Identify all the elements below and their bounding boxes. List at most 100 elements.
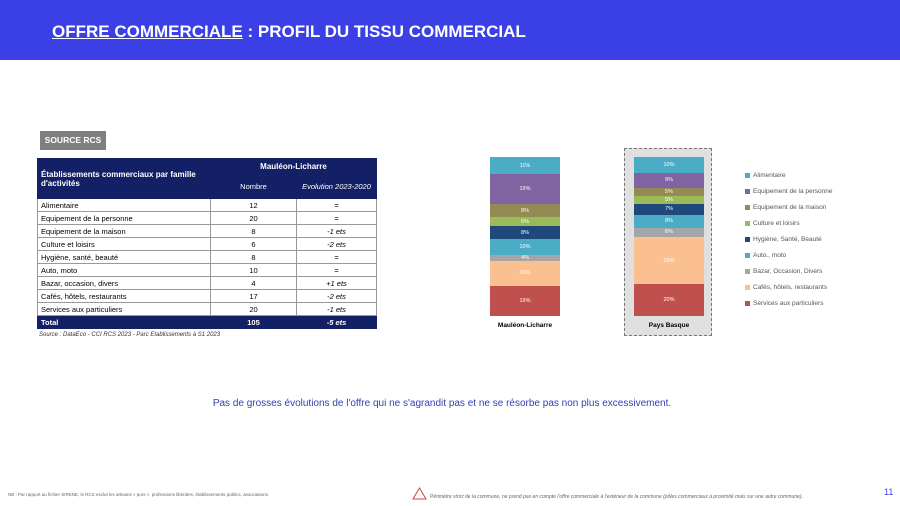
row-count: 4 [210,276,297,290]
bar-mauleon: 11% 19% 8% 6% 8% 10% 4% 16% 19% [490,157,560,316]
legend-item: Cafés, hôtels, restaurants [745,279,833,295]
bar-segment: 11% [490,157,560,175]
bar-segment: 5% [634,187,704,196]
table-row: Alimentaire 12 = [37,198,377,212]
legend: Alimentaire Equipement de la personne Equi… [745,167,833,311]
legend-item: Auto., moto [745,247,833,263]
row-header: Établissements commerciaux par famille d… [37,158,211,199]
bar-segment: 8% [490,204,560,217]
row-count: 8 [210,224,297,238]
row-label: Cafés, hôtels, restaurants [37,289,211,303]
row-count: 20 [210,211,297,225]
row-count: 8 [210,250,297,264]
legend-label: Alimentaire [753,171,786,179]
row-label: Equipement de la personne [37,211,211,225]
row-evolution: -2 ets [296,289,377,303]
bar-segment: 29% [634,237,704,284]
bar-segment: 16% [490,260,560,287]
row-evolution: -5 ets [296,315,377,329]
title-rest: : PROFIL DU TISSU COMMERCIAL [242,22,526,41]
bar-segment: 19% [490,286,560,316]
row-label: Auto, moto [37,263,211,277]
legend-swatch [745,268,750,274]
table-row: Equipement de la maison 8 -1 ets [37,224,377,238]
legend-label: Culture et loisirs [753,219,800,227]
legend-item: Equipement de la maison [745,199,833,215]
bar-segment: 6% [634,227,704,238]
legend-swatch [745,236,750,242]
row-evolution: -1 ets [296,224,377,238]
warning-icon [412,487,427,500]
table-row: Bazar, occasion, divers 4 +1 ets [37,276,377,290]
bar-segment: 4% [490,254,560,261]
bar-segment: 10% [490,238,560,255]
key-message: Pas de grosses évolutions de l'offre qui… [212,398,672,409]
legend-label: Hygiène, Santé, Beauté [753,235,822,243]
row-label: Hygiène, santé, beauté [37,250,211,264]
bar-segment: 6% [490,216,560,227]
row-count: 105 [210,315,297,329]
legend-label: Bazar, Occasion, Divers [753,267,823,275]
row-evolution: = [296,211,377,225]
table-row: Auto, moto 10 = [37,263,377,277]
bar-pays-basque: 10% 9% 5% 5% 7% 8% 6% 29% 20% [634,157,704,316]
row-count: 17 [210,289,297,303]
col-evolution: Evolution 2023-2020 [296,174,377,199]
table-row: Equipement de la personne 20 = [37,211,377,225]
bar-segment: 10% [634,157,704,174]
row-evolution: -1 ets [296,302,377,316]
row-evolution: = [296,198,377,212]
legend-swatch [745,188,750,194]
legend-label: Cafés, hôtels, restaurants [753,283,828,291]
x-label-mauleon: Mauléon-Licharre [497,322,553,329]
total-row: Total 105 -5 ets [37,315,377,329]
legend-swatch [745,252,750,258]
header-band [0,0,900,60]
row-count: 10 [210,263,297,277]
row-label: Bazar, occasion, divers [37,276,211,290]
row-evolution: = [296,263,377,277]
bar-segment: 19% [490,174,560,205]
establishments-table: Établissements commerciaux par famille d… [37,158,377,329]
table-row: Services aux particuliers 20 -1 ets [37,302,377,316]
legend-label: Auto., moto [753,251,787,259]
legend-item: Bazar, Occasion, Divers [745,263,833,279]
bar-segment: 7% [634,203,704,215]
source-badge: SOURCE RCS [40,131,106,150]
legend-swatch [745,172,750,178]
legend-item: Hygiène, Santé, Beauté [745,231,833,247]
row-count: 6 [210,237,297,251]
legend-label: Equipement de la maison [753,203,827,211]
table-row: Hygiène, santé, beauté 8 = [37,250,377,264]
legend-item: Culture et loisirs [745,215,833,231]
row-evolution: -2 ets [296,237,377,251]
row-count: 12 [210,198,297,212]
legend-item: Alimentaire [745,167,833,183]
x-label-pays-basque: Pays Basque [648,322,690,329]
legend-item: Equipement de la personne [745,183,833,199]
legend-swatch [745,204,750,210]
bar-segment: 8% [634,214,704,228]
row-label: Services aux particuliers [37,302,211,316]
legend-swatch [745,284,750,290]
bar-segment: 8% [490,226,560,239]
bar-segment: 5% [634,195,704,204]
row-label: Equipement de la maison [37,224,211,238]
title-underlined: OFFRE COMMERCIALE [52,22,243,41]
row-evolution: +1 ets [296,276,377,290]
row-count: 20 [210,302,297,316]
warning-text: Périmètre strict de la commune, ne prend… [430,494,803,500]
table-row: Cafés, hôtels, restaurants 17 -2 ets [37,289,377,303]
page-title: OFFRE COMMERCIALE : PROFIL DU TISSU COMM… [52,22,526,42]
legend-item: Services aux particuliers [745,295,833,311]
row-label: Total [37,315,211,329]
legend-label: Services aux particuliers [753,299,824,307]
row-label: Culture et loisirs [37,237,211,251]
row-label: Alimentaire [37,198,211,212]
col-nombre: Nombre [210,174,297,199]
legend-swatch [745,220,750,226]
table-source: Source : DataEco - CCI RCS 2023 - Parc E… [39,332,221,338]
table-row: Culture et loisirs 6 -2 ets [37,237,377,251]
group-header: Mauléon-Licharre [210,158,377,175]
row-evolution: = [296,250,377,264]
